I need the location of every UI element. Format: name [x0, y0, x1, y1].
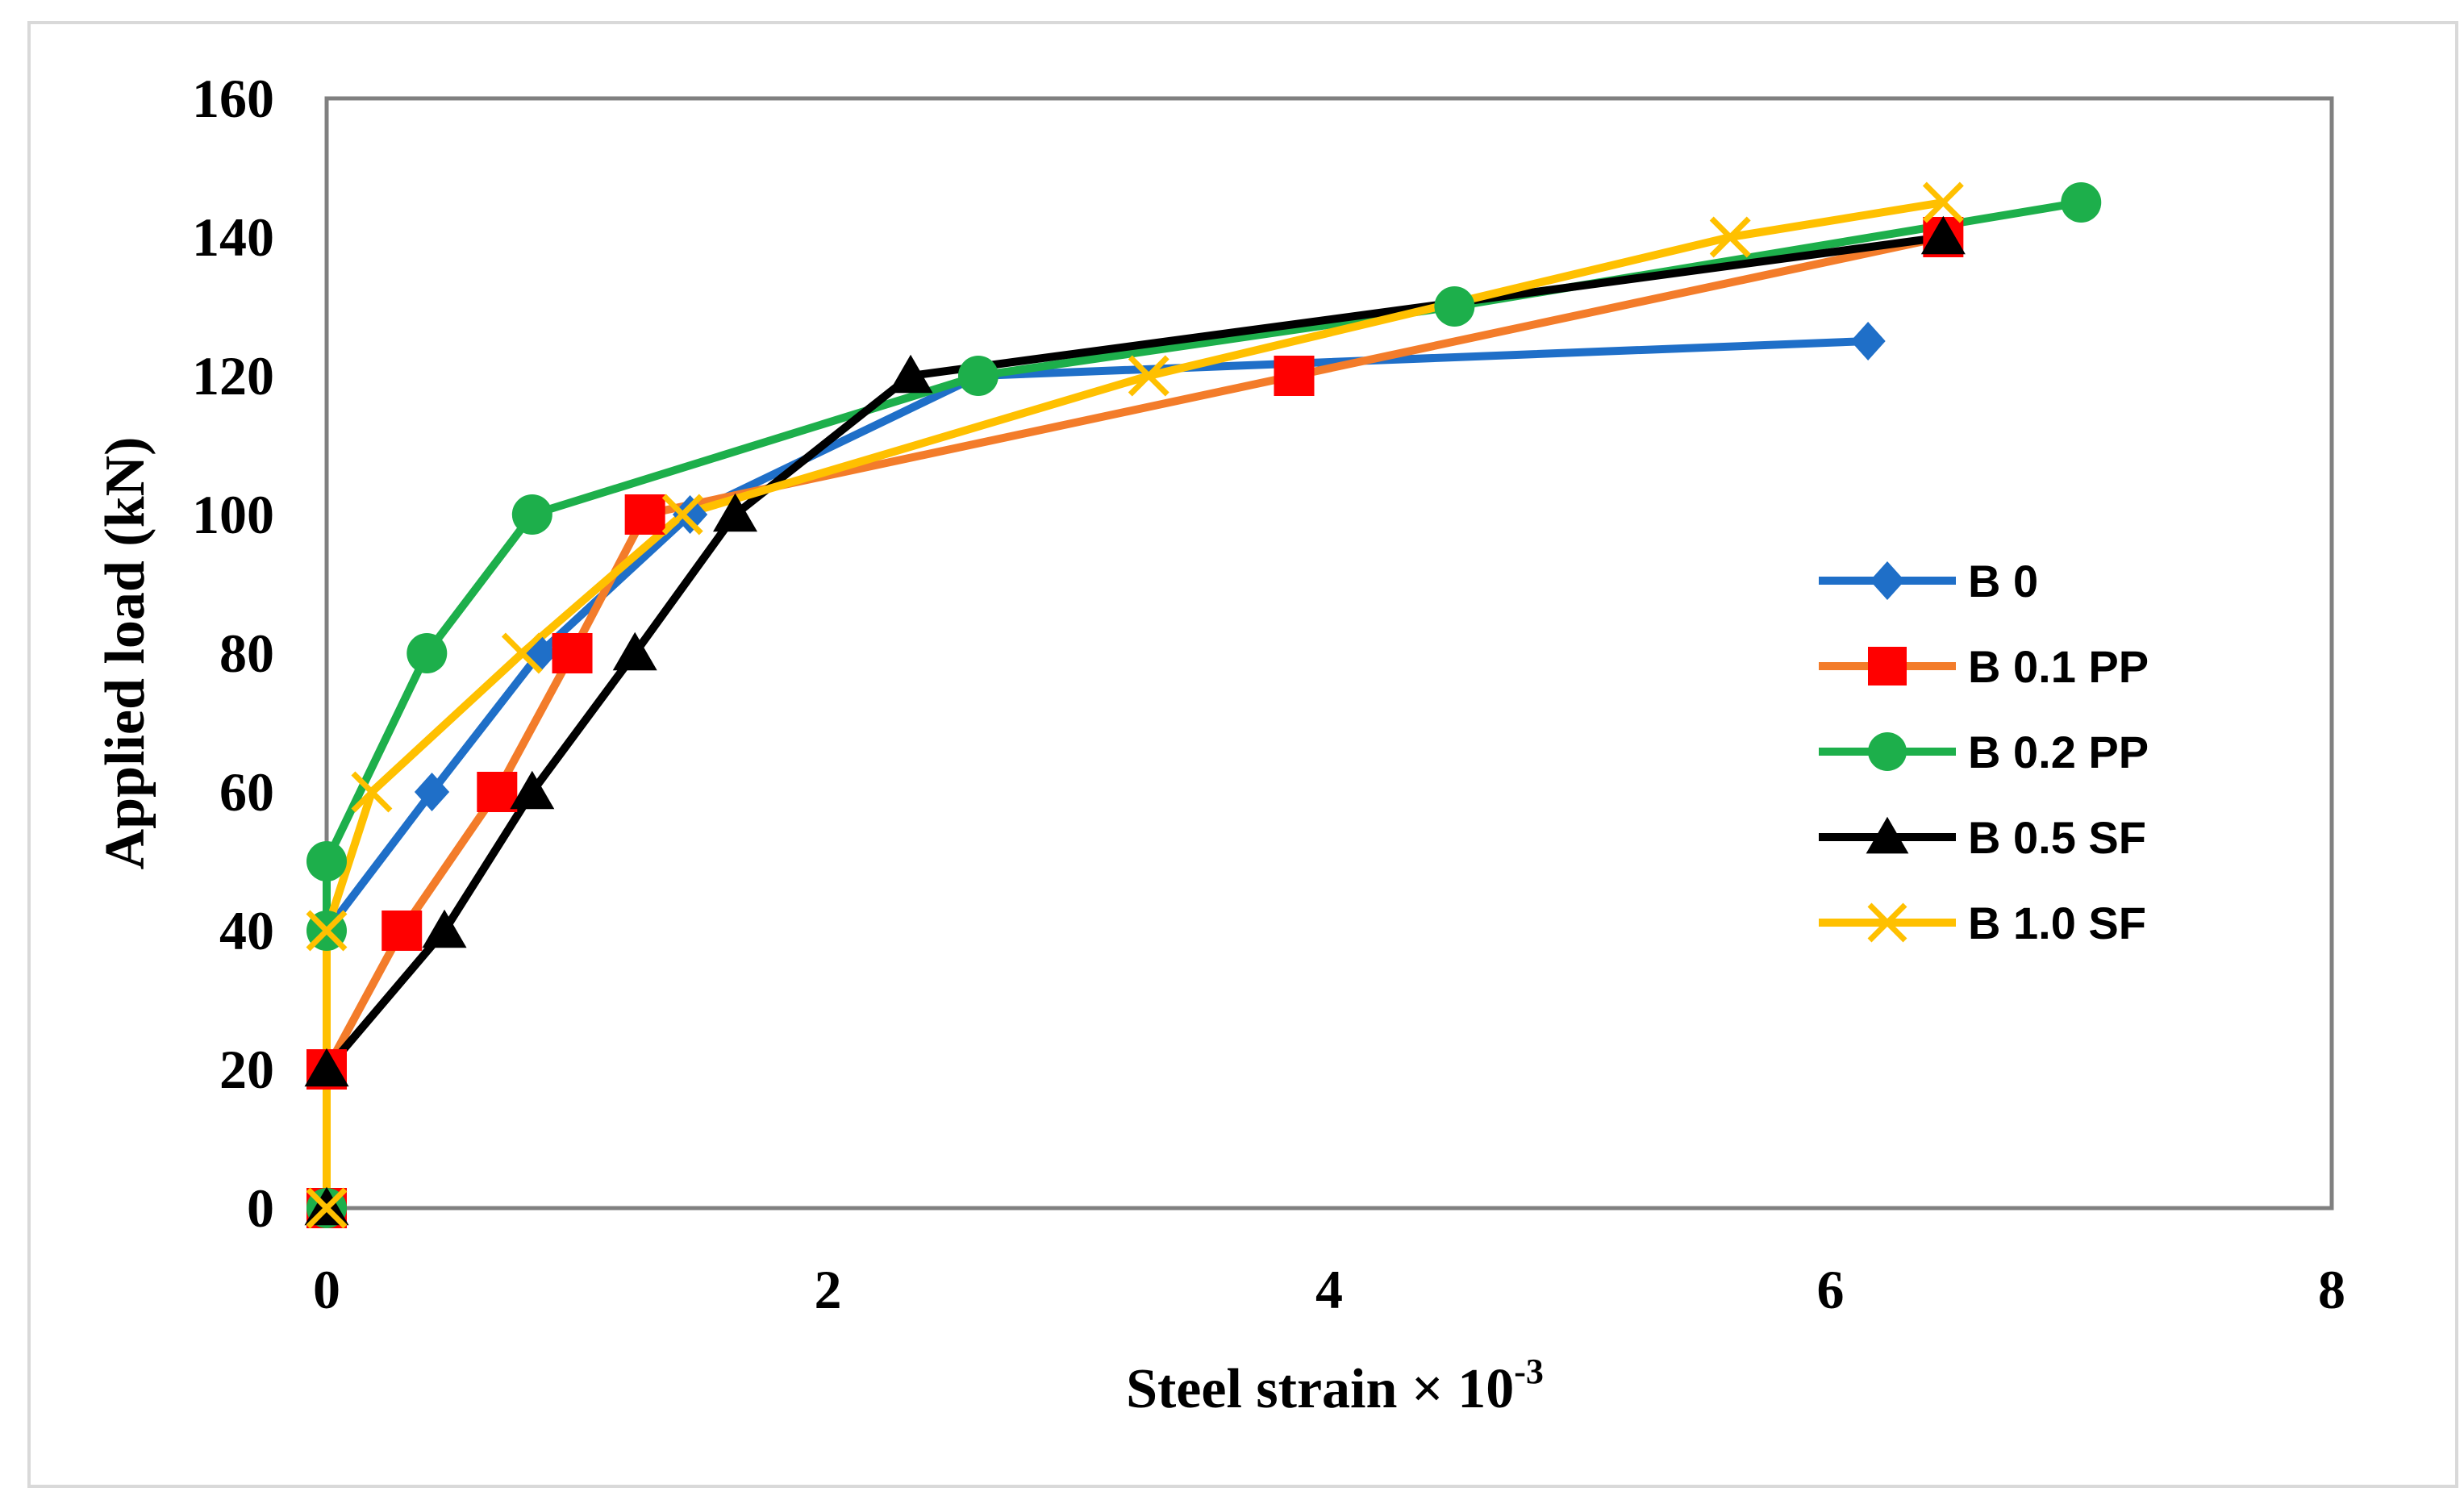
data-point	[306, 841, 347, 881]
data-point	[510, 770, 555, 810]
x-axis-title-base: Steel strain × 10	[1126, 1358, 1514, 1420]
data-point	[422, 909, 467, 948]
legend-marker	[1868, 647, 1907, 685]
data-point	[624, 494, 665, 535]
data-point	[713, 493, 758, 532]
y-tick-label: 20	[219, 1039, 274, 1100]
data-point	[612, 631, 657, 671]
x-tick-label: 8	[2318, 1259, 2345, 1320]
data-point	[501, 632, 543, 674]
x-tick-label: 0	[313, 1259, 340, 1320]
data-point	[1920, 215, 1966, 255]
plot-area-border	[324, 96, 2334, 1211]
data-point	[304, 1048, 349, 1087]
legend-label: B 0.2 PP	[1968, 727, 2149, 777]
series-markers-4	[306, 181, 1964, 1229]
legend-item: B 1.0 SF	[1819, 898, 2146, 948]
data-point	[381, 911, 423, 951]
data-point	[661, 494, 703, 535]
data-point	[406, 633, 448, 673]
x-axis-ticks: 0 2 4 6 8	[313, 1259, 2345, 1320]
legend-marker	[1870, 561, 1905, 600]
data-point	[477, 772, 518, 812]
x-tick-label: 2	[815, 1259, 842, 1320]
data-point	[511, 494, 552, 535]
legend-marker	[1866, 816, 1909, 854]
y-axis-ticks: 0 20 40 60 80 100 120 140 160	[192, 68, 274, 1239]
series-line-1	[323, 233, 1948, 1212]
data-point	[1274, 356, 1315, 396]
y-axis-title: Applied load (kN)	[94, 437, 156, 870]
data-point	[1709, 216, 1751, 258]
x-tick-label: 4	[1315, 1259, 1343, 1320]
data-point	[957, 356, 999, 396]
legend-item: B 0.1 PP	[1819, 641, 2149, 692]
legend-label: B 0.5 SF	[1968, 812, 2146, 863]
data-point	[1850, 322, 1886, 360]
series-line-4	[323, 198, 1948, 1212]
data-point	[672, 495, 708, 534]
data-point	[888, 354, 933, 394]
data-point	[1128, 355, 1169, 397]
legend-label: B 0.1 PP	[1968, 641, 2149, 692]
y-tick-label: 60	[219, 761, 274, 823]
legend-marker	[1868, 732, 1907, 771]
data-point	[1434, 286, 1475, 327]
legend-item: B 0	[1819, 556, 2038, 606]
data-point	[306, 1187, 348, 1229]
legend-item: B 0.2 PP	[1819, 727, 2149, 777]
data-point	[2061, 182, 2102, 223]
y-tick-label: 100	[192, 484, 274, 545]
legend-marker	[1867, 902, 1907, 943]
legend-label: B 0	[1968, 556, 2038, 606]
outer-frame	[27, 21, 2458, 1488]
y-tick-label: 80	[219, 623, 274, 684]
legend-label: B 1.0 SF	[1968, 898, 2146, 948]
y-tick-label: 40	[219, 900, 274, 961]
data-point	[1922, 181, 1964, 223]
x-axis-title: Steel strain × 10-3	[1126, 1352, 1544, 1420]
data-point	[351, 771, 393, 813]
legend-item: B 0.5 SF	[1819, 812, 2146, 863]
data-point	[414, 773, 450, 811]
y-tick-label: 160	[192, 68, 274, 129]
series-line-3	[323, 233, 1948, 1212]
y-tick-label: 120	[192, 345, 274, 406]
data-point	[522, 634, 557, 673]
series-markers	[304, 181, 2102, 1229]
legend: B 0 B 0.1 PP B 0.2 PP B 0.5 SF B 1.0 SF	[1819, 556, 2149, 948]
data-point	[306, 910, 348, 952]
data-point	[552, 633, 593, 673]
x-axis-title-exponent: -3	[1514, 1352, 1544, 1391]
y-tick-label: 140	[192, 206, 274, 268]
y-tick-label: 0	[247, 1177, 274, 1239]
x-tick-label: 6	[1817, 1259, 1845, 1320]
